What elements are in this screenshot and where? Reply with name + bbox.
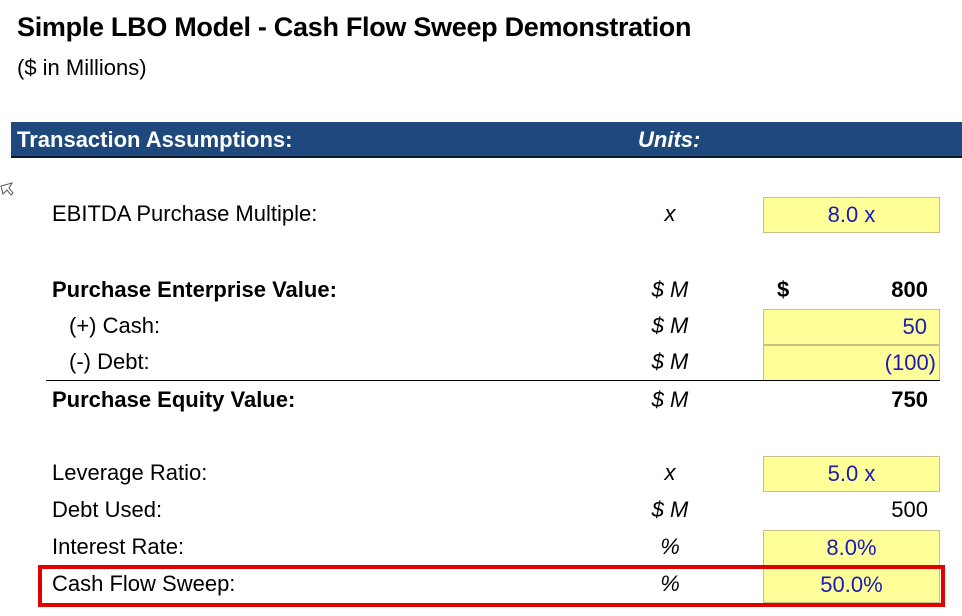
cash-flow-sweep-input[interactable]: 50.0% [763,567,940,603]
row-label: Cash Flow Sweep: [52,571,236,596]
row-ebitda-multiple: EBITDA Purchase Multiple: x 8.0 x [0,197,962,233]
page-title: Simple LBO Model - Cash Flow Sweep Demon… [17,12,692,42]
currency-symbol: $ [777,277,790,302]
row-unit: % [660,534,680,559]
row-cash: (+) Cash: $ M 50 [0,309,962,345]
ebitda-multiple-input[interactable]: 8.0 x [763,197,940,233]
debt-input[interactable]: (100) [763,345,940,381]
row-label: (+) Cash: [69,313,161,338]
row-unit: $ M [651,313,689,338]
row-label: EBITDA Purchase Multiple: [52,201,318,226]
cell-value: 5.0 x [827,461,876,486]
row-unit: x [664,201,676,226]
row-label: Debt Used: [52,497,163,522]
equity-value-cell[interactable]: 750 [763,383,940,419]
cell-value: (100) [884,350,936,375]
cell-value: 750 [891,387,928,412]
cell-value: 800 [891,277,928,302]
interest-rate-input[interactable]: 8.0% [763,530,940,566]
subtotal-divider [46,380,940,381]
cell-value: 50.0% [820,572,883,597]
row-label: Purchase Enterprise Value: [52,277,337,302]
row-label: Purchase Equity Value: [52,387,296,412]
row-unit: $ M [651,387,689,412]
row-unit: $ M [651,277,689,302]
row-label: (-) Debt: [69,349,150,374]
cell-value: 8.0 x [827,202,876,227]
row-label: Interest Rate: [52,534,185,559]
row-unit: x [664,460,676,485]
row-debt-used: Debt Used: $ M 500 [0,493,962,527]
enterprise-value-cell[interactable]: $ 800 [763,273,940,309]
debt-used-cell[interactable]: 500 [763,493,940,529]
section-title: Transaction Assumptions: [17,127,293,152]
row-interest-rate: Interest Rate: % 8.0% [0,530,962,566]
row-debt: (-) Debt: $ M (100) [0,345,962,381]
row-equity-value: Purchase Equity Value: $ M 750 [0,383,962,417]
row-cash-flow-sweep: Cash Flow Sweep: % 50.0% [0,567,962,603]
row-label: Leverage Ratio: [52,460,208,485]
cell-value: 500 [891,497,928,522]
cell-value: 50 [902,314,927,339]
leverage-ratio-input[interactable]: 5.0 x [763,456,940,492]
mouse-cursor-icon [0,182,14,196]
row-enterprise-value: Purchase Enterprise Value: $ M $ 800 [0,273,962,307]
row-unit: % [660,571,680,596]
cash-input[interactable]: 50 [763,309,940,345]
units-column-header: Units: [638,127,701,152]
section-header: Transaction Assumptions: Units: [11,122,962,158]
row-unit: $ M [651,349,689,374]
row-unit: $ M [651,497,689,522]
cell-value: 8.0% [826,535,877,560]
page-subtitle: ($ in Millions) [17,55,147,80]
row-leverage-ratio: Leverage Ratio: x 5.0 x [0,456,962,492]
